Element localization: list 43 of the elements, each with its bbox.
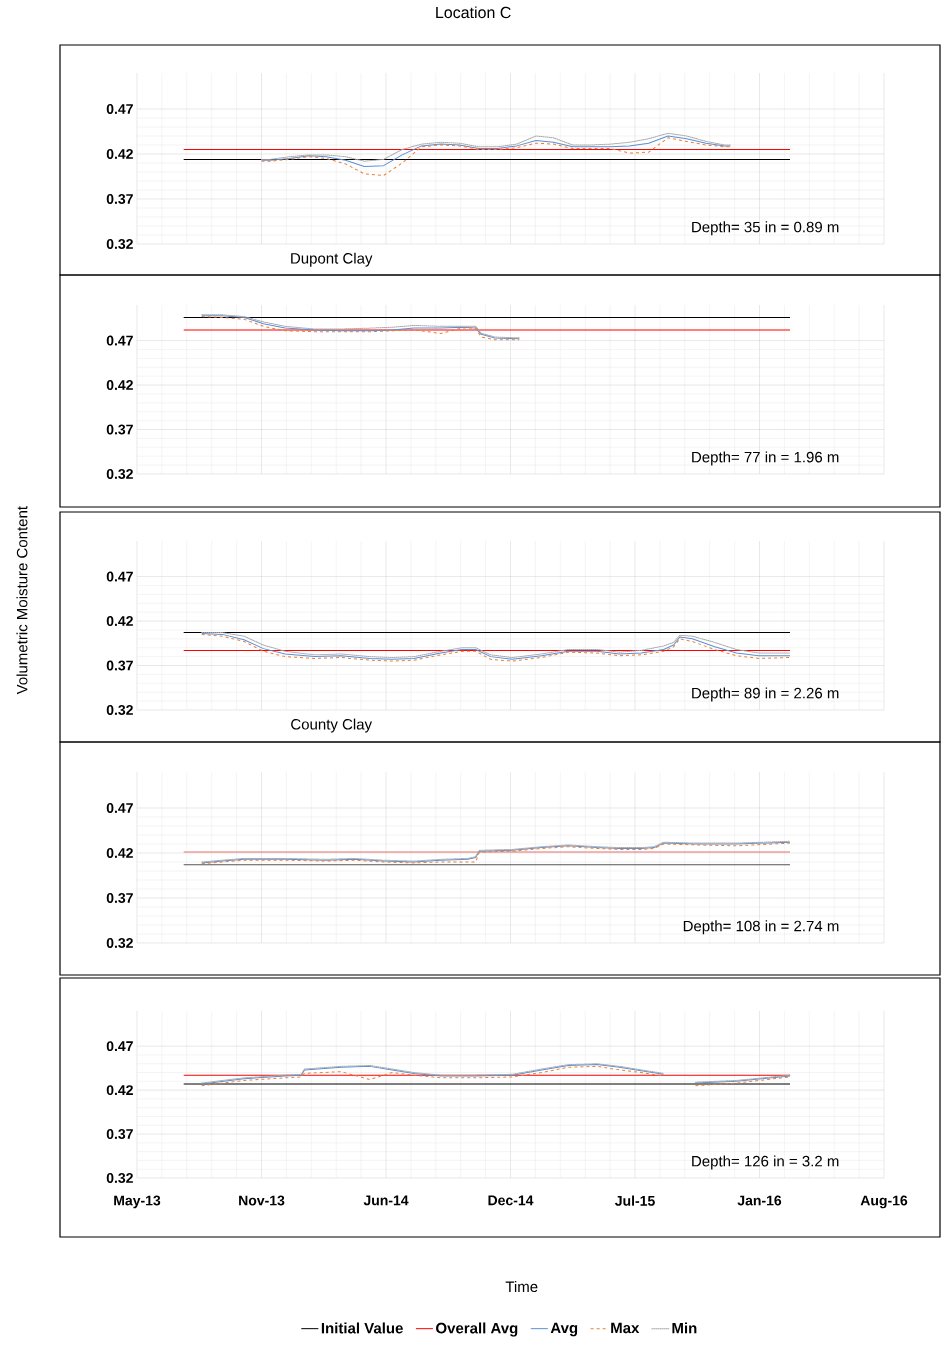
legend-label: Initial Value <box>321 1322 403 1334</box>
y-axis-title: Volumetric Moisture Content <box>16 506 28 695</box>
y-tick-label: 0.42 <box>106 1085 133 1096</box>
y-tick-label: 0.37 <box>106 660 133 671</box>
annotation: Depth= 77 in = 1.96 m <box>692 451 839 466</box>
x-tick-label: Dec-14 <box>488 1195 534 1206</box>
legend-label: Min <box>672 1322 697 1334</box>
x-tick-label: Jan-16 <box>737 1195 782 1206</box>
y-tick-label: 0.32 <box>106 1173 133 1183</box>
y-tick-label: 0.47 <box>106 335 133 346</box>
x-tick-label: Aug-16 <box>860 1195 908 1209</box>
y-tick-label: 0.42 <box>106 616 133 627</box>
y-tick-label: 0.47 <box>106 803 133 813</box>
y-tick-label: 0.37 <box>106 893 133 903</box>
x-tick-label: May-13 <box>114 1195 161 1209</box>
y-tick-label: 0.32 <box>106 705 133 715</box>
text: Dupont Clay <box>291 252 373 267</box>
x-tick-label: Jul-15 <box>614 1195 655 1206</box>
y-tick-label: 0.42 <box>106 848 133 858</box>
x-tick-label: Jun-14 <box>363 1195 409 1206</box>
annotation: Depth= 35 in = 0.89 m <box>692 221 839 236</box>
annotation: Depth= 108 in = 2.74 m <box>683 920 839 935</box>
y-tick-label: 0.37 <box>106 1129 133 1140</box>
y-tick-label: 0.32 <box>106 938 133 948</box>
text: County Clay <box>291 718 373 733</box>
annotation: Depth= 89 in = 2.26 m <box>692 687 839 702</box>
line-series <box>261 132 731 162</box>
annotation: Depth= 126 in = 3.2 m <box>692 1155 839 1170</box>
y-tick-label: 0.42 <box>106 149 133 159</box>
y-tick-label: 0.37 <box>106 424 133 435</box>
y-tick-label: 0.32 <box>106 239 133 249</box>
y-tick-label: 0.47 <box>106 104 133 114</box>
x-tick-label: Nov-13 <box>239 1195 285 1206</box>
legend-label: Overall Avg <box>436 1322 518 1337</box>
chart-title: Location C <box>436 6 511 19</box>
y-tick-label: 0.47 <box>106 571 133 582</box>
y-tick-label: 0.42 <box>106 380 133 390</box>
x-axis-title: Time <box>505 1281 538 1293</box>
y-tick-label: 0.47 <box>106 1041 133 1052</box>
legend-label: Avg <box>550 1322 578 1337</box>
legend-label: Max <box>611 1322 640 1334</box>
y-tick-label: 0.32 <box>106 469 133 479</box>
y-tick-label: 0.37 <box>106 194 133 204</box>
